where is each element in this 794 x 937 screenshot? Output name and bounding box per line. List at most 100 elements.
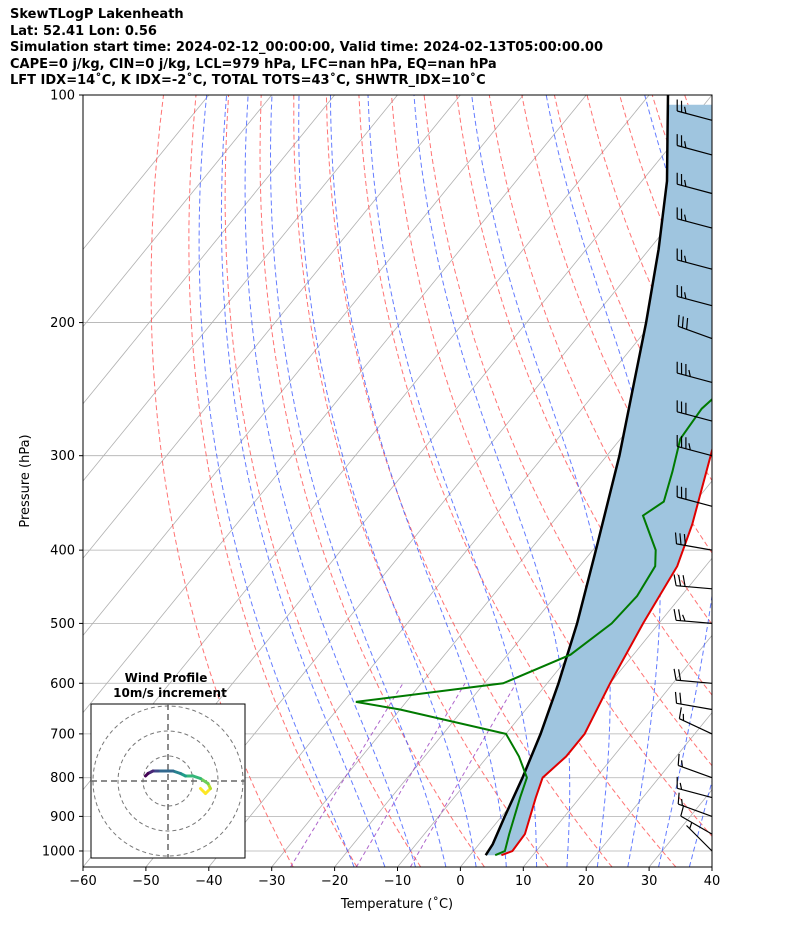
wind-barb: [676, 134, 713, 156]
x-tick-label: −60: [69, 874, 96, 889]
isotherm: [83, 95, 587, 714]
wind-barb: [676, 435, 713, 457]
x-tick-label: −20: [321, 874, 348, 889]
wind-barb: [673, 608, 713, 624]
y-tick-label: 200: [50, 316, 75, 331]
moist-adiabat: [244, 95, 416, 867]
dry-adiabat: [456, 95, 712, 696]
hodograph-segment: [199, 777, 210, 785]
hodograph-segment: [144, 772, 150, 778]
wind-barb: [678, 707, 713, 735]
wind-barb: [676, 99, 713, 121]
plot-area: [83, 95, 794, 867]
moist-adiabat: [198, 95, 355, 867]
simulation-time: Simulation start time: 2024-02-12_00:00:…: [10, 40, 603, 56]
isotherm: [83, 95, 335, 405]
axes: −60 −50 −40 −30 −20 −10 0 10 20 30 40 1000 900 800 700…: [42, 89, 720, 890]
index-params: LFT IDX=14˚C, K IDX=-2˚C, TOTAL TOTS=43˚…: [10, 73, 486, 89]
stability-params: CAPE=0 j/kg, CIN=0 j/kg, LCL=979 hPa, LF…: [10, 56, 497, 72]
wind-barbs: [673, 99, 713, 852]
y-tick-label: 600: [50, 677, 75, 692]
moist-adiabat: [720, 95, 794, 867]
dry-adiabat: [488, 95, 712, 626]
chart-header: SkewTLogP Lakenheath Lat: 52.41 Lon: 0.5…: [10, 7, 603, 90]
wind-barb: [676, 776, 713, 799]
dewpoint-line: [355, 398, 712, 857]
wind-barb: [676, 172, 713, 195]
wind-barb: [673, 668, 713, 684]
x-tick-label: 10: [515, 874, 532, 889]
isotherm: [83, 95, 210, 251]
cin-shading: [485, 104, 712, 856]
isotherm: [397, 480, 712, 867]
wind-barb: [676, 361, 713, 383]
y-tick-label: 400: [50, 544, 75, 559]
y-tick-label: 300: [50, 449, 75, 464]
wind-barb: [676, 248, 713, 270]
wind-barb: [676, 400, 713, 422]
dry-adiabat: [423, 95, 712, 767]
x-tick-label: 0: [456, 874, 464, 889]
dry-adiabat: [717, 95, 794, 867]
mixing-ratio-line: [290, 683, 404, 867]
isotherm: [83, 95, 524, 637]
isotherm: [83, 95, 273, 328]
wind-barb: [676, 485, 713, 507]
isotherm: [83, 95, 398, 482]
dry-adiabat: [521, 95, 712, 554]
y-tick-label: 1000: [42, 844, 75, 859]
hodograph-ring: [117, 730, 219, 832]
wind-barb: [674, 532, 713, 551]
dry-adiabat: [783, 95, 794, 867]
dry-adiabat: [259, 95, 485, 867]
mixing-ratio-line: [355, 683, 466, 867]
moist-adiabat: [220, 95, 386, 867]
parcel-profile-line: [484, 95, 670, 856]
dry-adiabat: [293, 95, 549, 867]
x-axis-label: Temperature (˚C): [340, 896, 453, 912]
inset-subtitle: 10m/s increment: [113, 686, 227, 700]
isotherm: [585, 711, 712, 867]
moist-adiabat: [298, 95, 477, 867]
wind-barb: [676, 285, 713, 307]
mixing-ratio-line: [409, 683, 517, 867]
inset-title: Wind Profile: [125, 671, 208, 685]
x-tick-label: −40: [195, 874, 222, 889]
moist-adiabat: [413, 95, 571, 867]
moist-adiabat: [644, 95, 712, 867]
y-tick-label: 100: [50, 89, 75, 104]
dry-adiabat: [150, 95, 294, 867]
location-coordinates: Lat: 52.41 Lon: 0.56: [10, 23, 157, 39]
isotherm: [83, 95, 461, 559]
isotherm: [208, 248, 712, 867]
wind-barb: [674, 691, 713, 711]
x-tick-label: −50: [132, 874, 159, 889]
isotherm: [711, 866, 712, 867]
y-tick-label: 500: [50, 617, 75, 632]
y-tick-label: 900: [50, 810, 75, 825]
x-tick-label: 30: [641, 874, 658, 889]
wind-barb: [680, 804, 713, 835]
y-tick-label: 800: [50, 771, 75, 786]
x-tick-label: 20: [578, 874, 595, 889]
wind-barb: [676, 207, 713, 229]
wind-profile-inset: Wind Profile 10m/s increment: [90, 671, 246, 859]
dry-adiabat: [188, 95, 358, 867]
wind-barb: [677, 314, 713, 340]
dry-adiabat: [224, 95, 422, 867]
station-title: SkewTLogP Lakenheath: [10, 7, 184, 22]
isotherm: [522, 634, 712, 867]
x-tick-label: −30: [258, 874, 285, 889]
y-tick-label: 700: [50, 727, 75, 742]
wind-barb: [677, 753, 713, 779]
moist-adiabat: [471, 95, 611, 867]
dry-adiabat: [750, 95, 794, 867]
x-tick-label: 40: [704, 874, 721, 889]
moist-adiabat: [330, 95, 507, 867]
moist-adiabat: [269, 95, 447, 867]
wind-barb: [686, 822, 713, 852]
y-axis-label: Pressure (hPa): [18, 434, 33, 527]
dry-adiabat: [325, 95, 613, 867]
wind-barb: [677, 792, 713, 817]
